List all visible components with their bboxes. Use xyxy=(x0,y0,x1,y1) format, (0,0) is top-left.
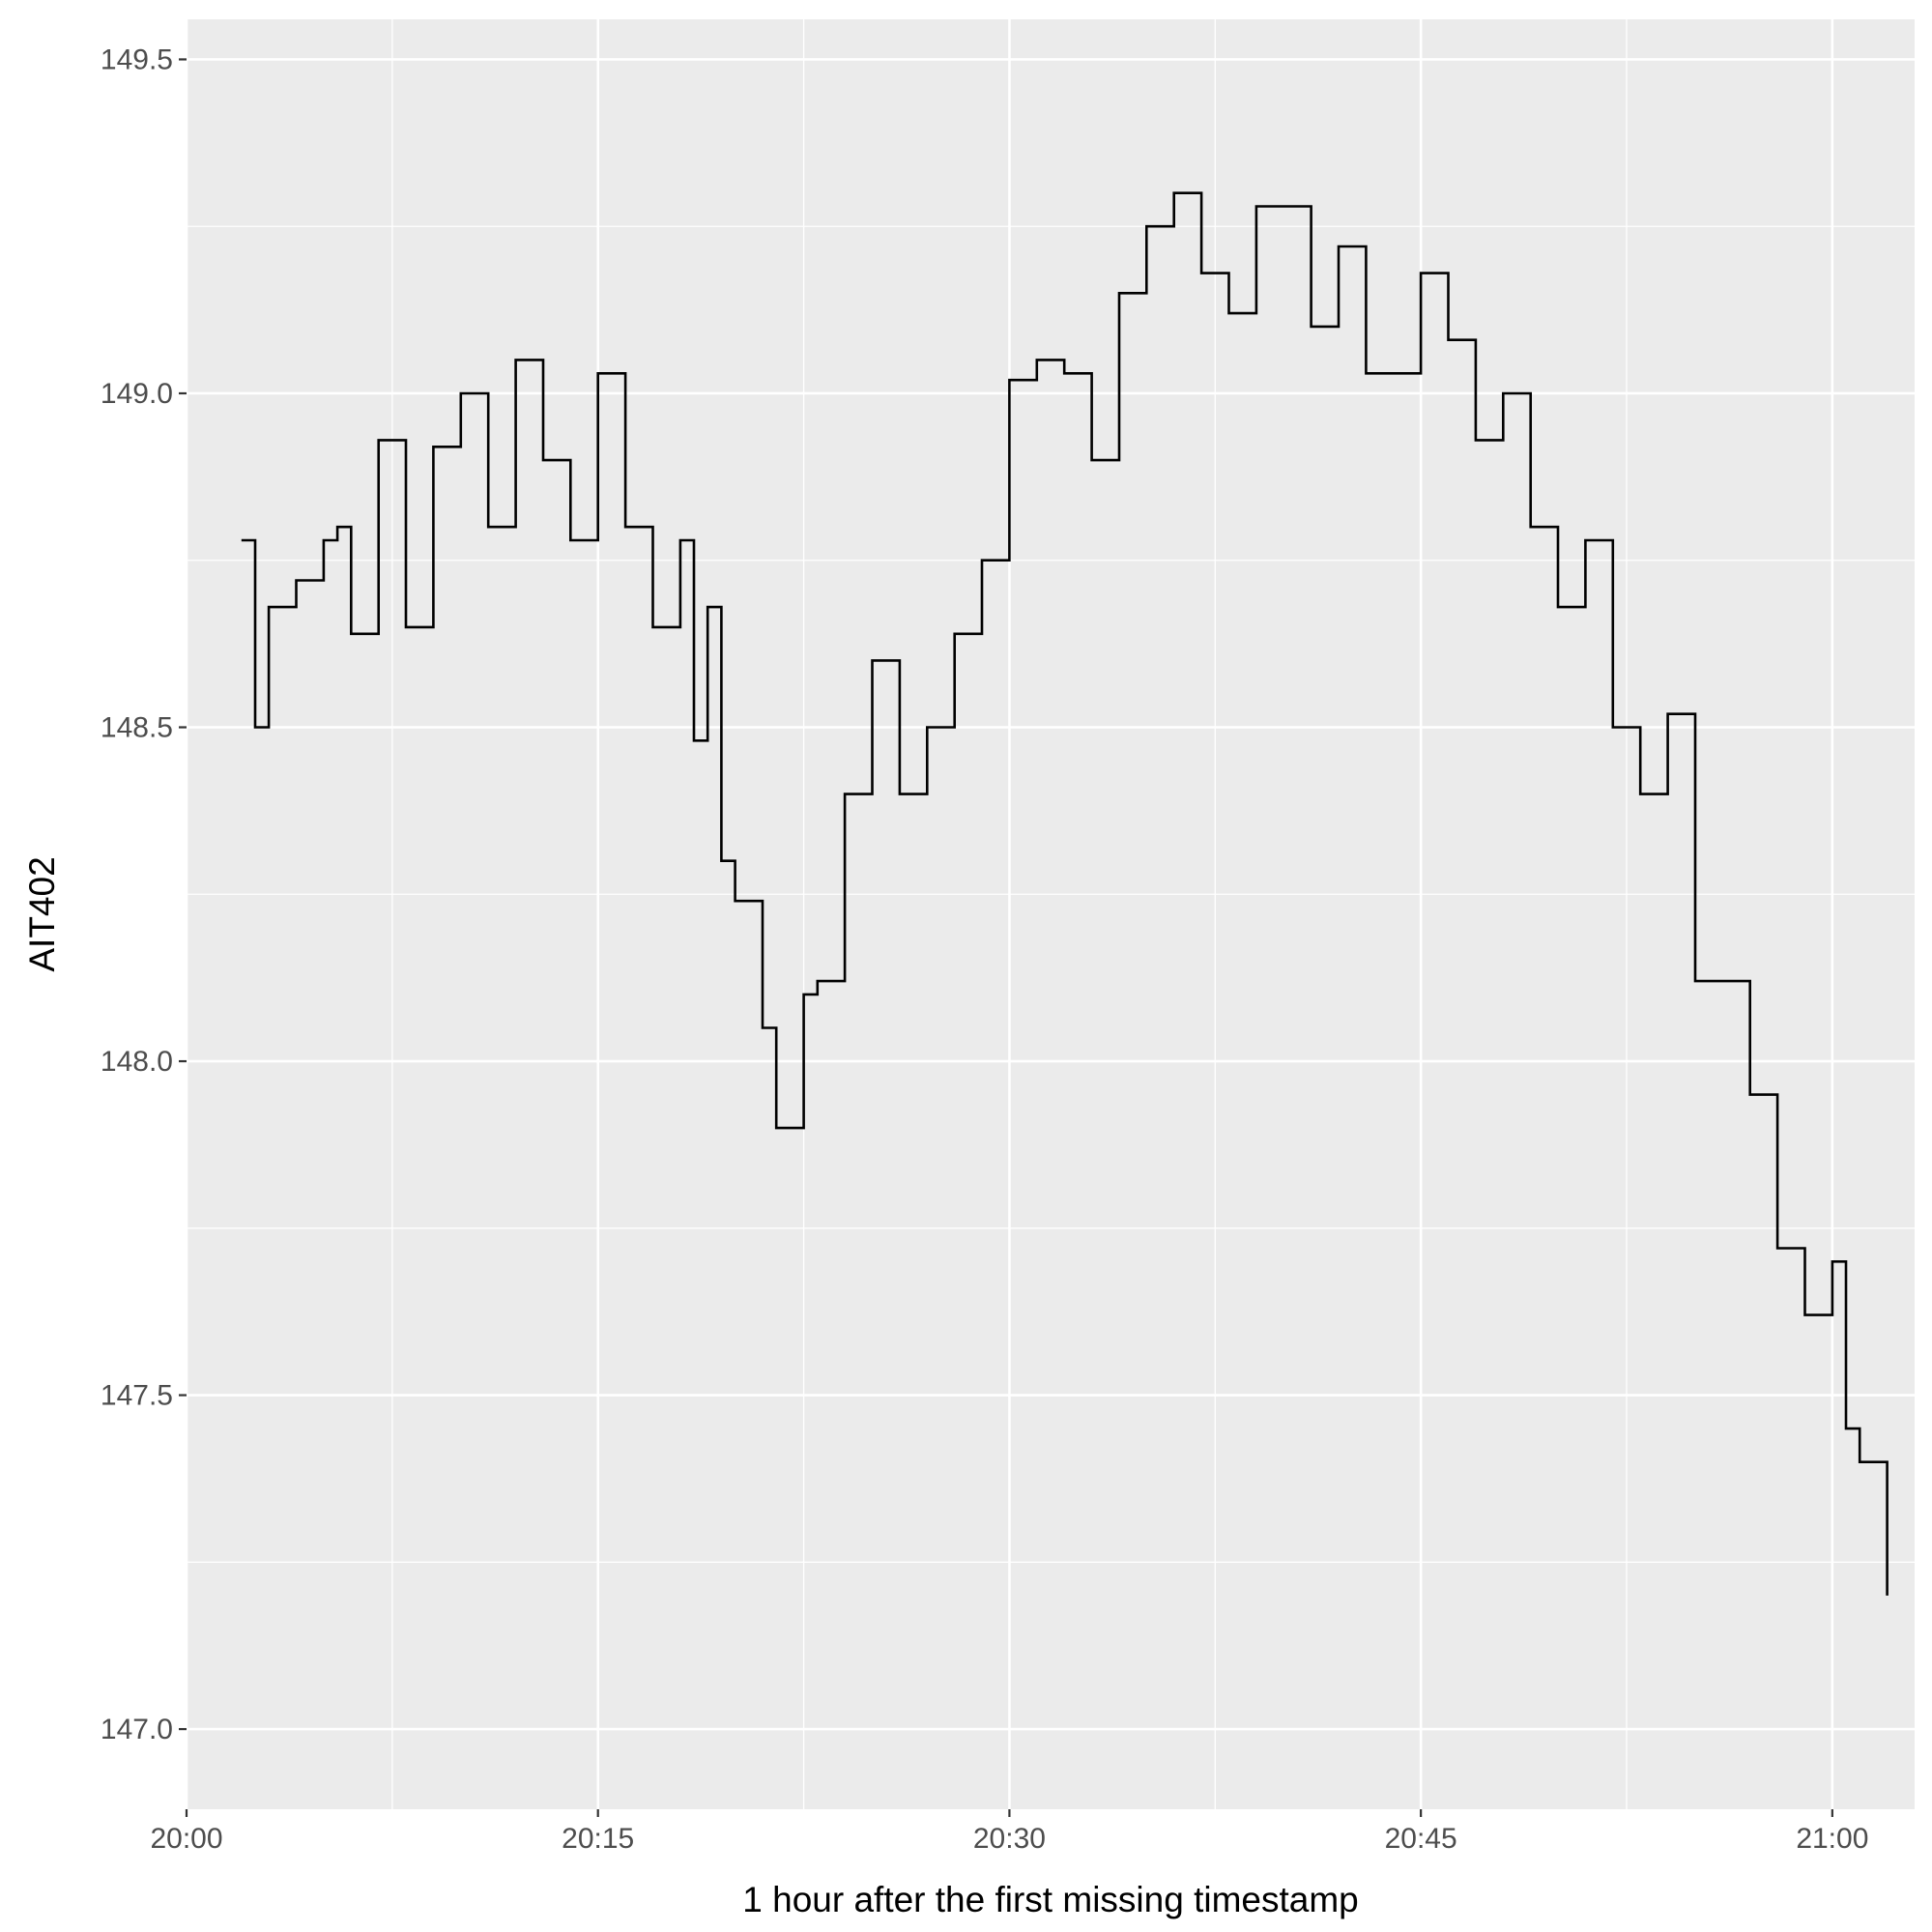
y-axis-title: AIT402 xyxy=(22,856,62,971)
x-tick-label: 20:15 xyxy=(562,1823,634,1855)
x-tick-label: 21:00 xyxy=(1796,1823,1868,1855)
grid-minor xyxy=(187,19,1915,1809)
x-tick-label: 20:45 xyxy=(1385,1823,1457,1855)
x-axis-title: 1 hour after the first missing timestamp xyxy=(742,1880,1358,1919)
y-tick-label: 149.0 xyxy=(101,378,173,410)
y-tick-label: 148.0 xyxy=(101,1046,173,1078)
x-tick-label: 20:00 xyxy=(150,1823,222,1855)
axis-ticks xyxy=(179,58,1833,1817)
panel-background xyxy=(187,19,1915,1809)
y-tick-label: 149.5 xyxy=(101,43,173,75)
tick-labels: 20:00 20:15 20:30 20:45 21:00 147.0 147.5 148.0… xyxy=(101,43,1868,1855)
x-tick-label: 20:30 xyxy=(973,1823,1046,1855)
y-tick-label: 147.5 xyxy=(101,1380,173,1412)
series-line xyxy=(241,191,1889,1596)
y-tick-label: 148.5 xyxy=(101,712,173,744)
series-layer xyxy=(241,191,1889,1596)
y-tick-label: 147.0 xyxy=(101,1714,173,1745)
